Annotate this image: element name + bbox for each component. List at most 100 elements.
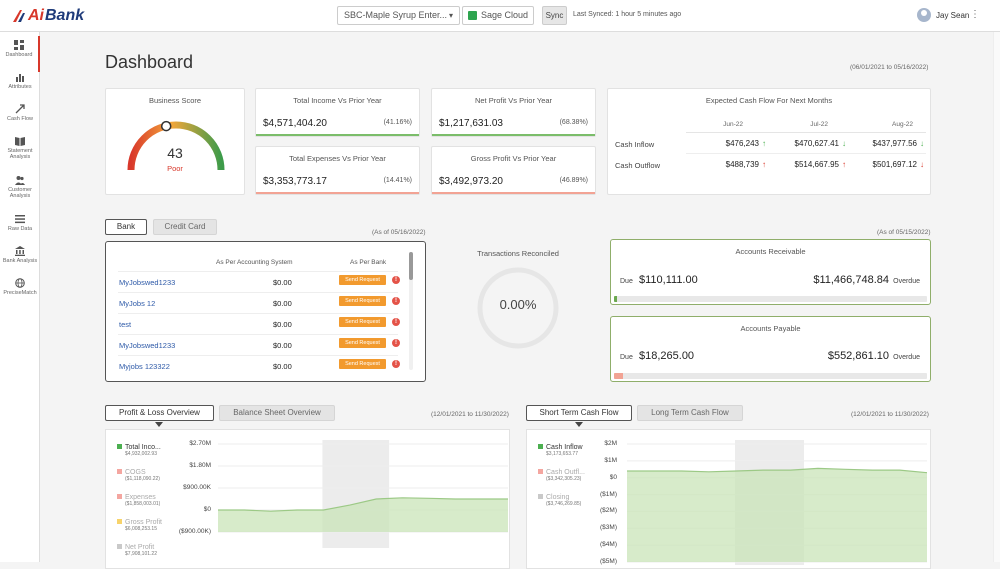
- send-request-button[interactable]: Send Request: [339, 338, 386, 348]
- account-link[interactable]: MyJobs 12: [119, 299, 156, 308]
- tab-long-term-cash-flow[interactable]: Long Term Cash Flow: [637, 405, 743, 421]
- legend-item[interactable]: Closing ($3,746,269.85): [538, 494, 581, 507]
- column-header-bank: As Per Bank: [350, 259, 387, 266]
- sidebar-item-bank-analysis[interactable]: Bank Analysis: [0, 242, 40, 278]
- aibank-logo[interactable]: Ai Bank: [12, 7, 84, 25]
- send-request-button[interactable]: Send Request: [339, 317, 386, 327]
- account-amount: $0.00: [273, 320, 292, 329]
- outflow-amount: $514,667.95: [794, 160, 840, 169]
- inflow-value: $476,243 ↑: [688, 139, 766, 148]
- legend-name: Expenses: [125, 494, 156, 501]
- table-row: MyJobswed1233 $0.00 Send Request !: [118, 271, 400, 291]
- legend-item[interactable]: COGS ($1,118,090.22): [117, 469, 160, 482]
- book-icon: [0, 136, 40, 148]
- y-tick-label: $2.70M: [189, 440, 211, 447]
- legend-value: $6,008,253.15: [125, 526, 157, 532]
- inflow-amount: $470,627.41: [794, 139, 840, 148]
- tab-short-term-cash-flow[interactable]: Short Term Cash Flow: [526, 405, 632, 421]
- overdue-label: Overdue: [893, 278, 920, 285]
- globe-icon: [0, 278, 40, 290]
- legend-value: ($3,746,269.85): [546, 501, 582, 507]
- top-bar: Ai Bank SBC-Maple Syrup Enter... ▾ Sage …: [0, 0, 1000, 32]
- sidebar-item-raw-data[interactable]: Raw Data: [0, 210, 40, 246]
- payable-due: $18,265.00: [639, 350, 695, 362]
- kpi-value: $1,217,631.03: [439, 118, 503, 129]
- y-tick-label: ($1M): [600, 490, 617, 498]
- alert-icon: !: [392, 318, 400, 326]
- logo-bank-text: Bank: [45, 7, 85, 24]
- bank-as-of: (As of 05/16/2022): [372, 229, 426, 236]
- sidebar-item-label: Dashboard: [5, 52, 33, 58]
- kpi-indicator-line: [432, 192, 595, 194]
- progress-fill: [614, 296, 618, 302]
- outflow-value: $501,697.12 ↓: [846, 160, 925, 169]
- sidebar-item-statement-analysis[interactable]: Statement Analysis: [0, 132, 40, 168]
- logo-ai-text: Ai: [28, 7, 44, 24]
- pl-date-range: (12/01/2021 to 11/30/2022): [431, 411, 509, 418]
- tab-credit-card[interactable]: Credit Card: [153, 219, 217, 235]
- arrow-up-icon: ↑: [762, 160, 766, 169]
- send-request-button[interactable]: Send Request: [339, 359, 386, 369]
- tab-profit-loss[interactable]: Profit & Loss Overview: [105, 405, 214, 421]
- tab-pointer-icon: [575, 422, 583, 427]
- legend-swatch: [538, 444, 543, 449]
- bank-reconciliation-table: As Per Accounting System As Per Bank MyJ…: [105, 241, 426, 382]
- tab-balance-sheet[interactable]: Balance Sheet Overview: [219, 405, 335, 421]
- score-gauge: [127, 120, 225, 171]
- page-scrollbar[interactable]: [993, 32, 1000, 562]
- sidebar-item-precisematch[interactable]: PreciseMatch: [0, 274, 40, 310]
- account-link[interactable]: MyJobswed1233: [119, 278, 176, 287]
- legend-item[interactable]: Total Inco... $4,932,002.93: [117, 444, 161, 457]
- profit-loss-chart: [218, 440, 508, 548]
- legend-item[interactable]: Gross Profit $6,008,253.15: [117, 519, 162, 532]
- legend-item[interactable]: Expenses ($1,858,003.01): [117, 494, 160, 507]
- kpi-title: Total Expenses Vs Prior Year: [289, 154, 386, 163]
- sidebar-item-dashboard[interactable]: Dashboard: [0, 36, 40, 72]
- divider: [686, 153, 926, 154]
- profit-loss-chart-card: Total Inco... $4,932,002.93 COGS ($1,118,09…: [105, 429, 510, 569]
- avatar[interactable]: [917, 8, 931, 22]
- legend-item[interactable]: Net Profit $7,908,101.22: [117, 544, 157, 557]
- company-select[interactable]: SBC-Maple Syrup Enter... ▾: [337, 6, 460, 25]
- progress-fill: [614, 373, 624, 379]
- more-menu-icon[interactable]: ⋮: [970, 9, 980, 20]
- sidebar-item-cash-flow[interactable]: Cash Flow: [0, 100, 40, 136]
- inflow-amount: $476,243: [725, 139, 759, 148]
- account-link[interactable]: MyJobswed1233: [119, 341, 176, 350]
- alert-icon: !: [392, 339, 400, 347]
- divider: [686, 132, 926, 133]
- kpi-percent: (41.16%): [383, 119, 412, 126]
- sidebar-item-attributes[interactable]: Attributes: [0, 68, 40, 104]
- table-scrollbar[interactable]: [409, 252, 413, 370]
- account-amount: $0.00: [273, 299, 292, 308]
- accounts-receivable-card: Accounts Receivable Due $110,111.00 $11,…: [610, 239, 931, 305]
- sync-button[interactable]: Sync: [542, 6, 567, 25]
- scrollbar-thumb[interactable]: [409, 252, 413, 280]
- send-request-button[interactable]: Send Request: [339, 275, 386, 285]
- legend-name: Cash Inflow: [546, 444, 583, 451]
- legend-value: ($3,342,305.23): [546, 476, 582, 482]
- dashboard-icon: [0, 40, 38, 52]
- reconciled-title: Transactions Reconciled: [477, 249, 559, 258]
- month-header: Jun-22: [723, 121, 743, 128]
- kpi-value: $3,492,973.20: [439, 176, 503, 187]
- legend-item[interactable]: Cash Outfl... ($3,342,305.23): [538, 469, 585, 482]
- sidebar-item-label: PreciseMatch: [3, 290, 37, 296]
- arrow-up-icon: ↑: [762, 139, 766, 148]
- account-link[interactable]: Myjobs 123322: [119, 362, 170, 371]
- due-label: Due: [620, 278, 633, 285]
- integration-select[interactable]: Sage Cloud: [462, 6, 534, 25]
- business-score-title: Business Score: [148, 96, 202, 105]
- account-link[interactable]: test: [119, 320, 132, 329]
- legend-item[interactable]: Cash Inflow $3,173,653.77: [538, 444, 583, 457]
- tab-bank[interactable]: Bank: [105, 219, 147, 235]
- table-row: MyJobswed1233 $0.00 Send Request !: [118, 334, 400, 354]
- sidebar-item-customer-analysis[interactable]: Customer Analysis: [0, 171, 40, 207]
- tab-pointer-icon: [155, 422, 163, 427]
- sidebar-item-label: Raw Data: [7, 226, 33, 232]
- due-label: Due: [620, 354, 633, 361]
- company-select-value: SBC-Maple Syrup Enter...: [344, 10, 448, 20]
- user-name[interactable]: Jay Sean: [936, 11, 970, 20]
- send-request-button[interactable]: Send Request: [339, 296, 386, 306]
- series-line: [627, 467, 927, 474]
